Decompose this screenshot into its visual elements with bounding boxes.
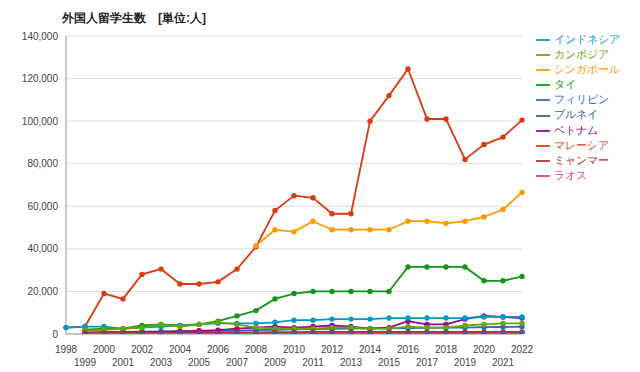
html-text:外国人留学生数 [単位:人]: 外国人留学生数 [単位:人]	[62, 11, 206, 25]
html-text:カンボジア: カンボジア	[554, 48, 609, 61]
svg-text:100,000: 100,000	[22, 116, 59, 127]
svg-text:1998: 1998	[55, 344, 78, 355]
svg-text:2005: 2005	[188, 357, 211, 368]
svg-text:2009: 2009	[264, 357, 287, 368]
svg-text:2015: 2015	[378, 357, 401, 368]
html-text:シンガポール: シンガポール	[554, 63, 620, 76]
svg-text:2018: 2018	[435, 344, 458, 355]
html-text:マレーシア: マレーシア	[554, 138, 609, 151]
svg-text:2007: 2007	[226, 357, 249, 368]
svg-text:2008: 2008	[245, 344, 268, 355]
svg-text:2000: 2000	[93, 344, 116, 355]
svg-text:2017: 2017	[416, 357, 439, 368]
svg-text:2002: 2002	[131, 344, 154, 355]
svg-text:2006: 2006	[207, 344, 230, 355]
svg-text:0: 0	[52, 329, 58, 340]
svg-text:2003: 2003	[150, 357, 173, 368]
html-text:ラオス: ラオス	[554, 168, 587, 181]
svg-text:2010: 2010	[283, 344, 306, 355]
html-text:フィリピン: フィリピン	[554, 93, 609, 106]
svg-text:2011: 2011	[302, 357, 324, 368]
svg-text:2012: 2012	[321, 344, 344, 355]
svg-text:140,000: 140,000	[22, 31, 59, 42]
svg-text:2001: 2001	[112, 357, 135, 368]
svg-text:2016: 2016	[397, 344, 420, 355]
svg-text:2004: 2004	[169, 344, 192, 355]
html-text:ベトナム: ベトナム	[554, 123, 598, 136]
svg-text:40,000: 40,000	[27, 243, 58, 254]
svg-text:2019: 2019	[454, 357, 477, 368]
svg-text:2014: 2014	[359, 344, 382, 355]
svg-text:2021: 2021	[492, 357, 515, 368]
html-text:インドネシア: インドネシア	[554, 33, 620, 45]
html-text:ブルネイ: ブルネイ	[554, 108, 598, 121]
svg-text:80,000: 80,000	[27, 158, 58, 169]
svg-text:60,000: 60,000	[27, 201, 58, 212]
html-text:ミャンマー: ミャンマー	[554, 153, 609, 166]
svg-text:20,000: 20,000	[27, 286, 58, 297]
svg-text:120,000: 120,000	[22, 73, 59, 84]
svg-text:1999: 1999	[74, 357, 97, 368]
svg-text:2020: 2020	[473, 344, 496, 355]
svg-text:2022: 2022	[511, 344, 534, 355]
html-text:タイ: タイ	[554, 78, 576, 91]
svg-text:2013: 2013	[340, 357, 363, 368]
